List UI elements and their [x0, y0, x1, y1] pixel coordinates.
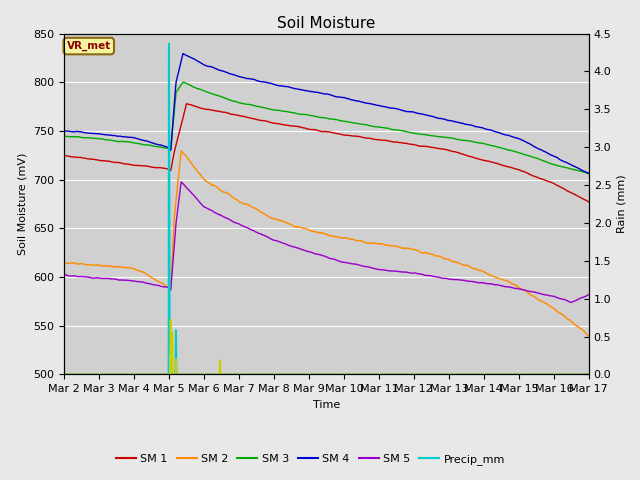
Precip_mm [87, 372, 95, 377]
SM 5 [570, 298, 578, 304]
Line: SM 4: SM 4 [64, 54, 589, 173]
SM 3 [316, 114, 323, 120]
SM 5 [567, 300, 575, 305]
TZ ppt [301, 372, 309, 377]
SM 2 [570, 321, 578, 327]
SM 3 [474, 140, 481, 145]
SM 3 [301, 112, 309, 118]
SM 3 [570, 167, 578, 173]
SM 4 [585, 170, 593, 176]
TZ ppt [474, 372, 481, 377]
SM 1 [570, 191, 578, 197]
SM 2 [570, 321, 577, 326]
SM 3 [585, 171, 593, 177]
TZ ppt [316, 372, 323, 377]
SM 1 [316, 128, 323, 134]
Precip_mm [585, 372, 593, 377]
Precip_mm [570, 372, 577, 377]
SM 3 [179, 79, 187, 85]
SM 1 [301, 125, 309, 131]
SM 2 [177, 148, 185, 154]
SM 1 [87, 156, 95, 162]
SM 2 [87, 262, 95, 268]
TZ ppt [60, 372, 68, 377]
SM 4 [570, 163, 578, 169]
Precip_mm [474, 372, 481, 377]
Line: SM 1: SM 1 [64, 104, 589, 202]
TZ ppt [585, 372, 593, 377]
SM 4 [474, 124, 481, 130]
SM 2 [316, 229, 323, 235]
SM 5 [301, 248, 309, 253]
Y-axis label: Rain (mm): Rain (mm) [617, 175, 627, 233]
SM 5 [177, 179, 185, 185]
X-axis label: Time: Time [313, 400, 340, 409]
Line: SM 5: SM 5 [64, 182, 589, 302]
TZ ppt [570, 372, 578, 377]
TZ ppt [167, 316, 175, 322]
SM 4 [60, 128, 68, 134]
SM 5 [474, 280, 481, 286]
SM 1 [570, 191, 577, 197]
SM 4 [570, 163, 577, 169]
SM 1 [60, 152, 68, 158]
SM 4 [316, 90, 323, 96]
TZ ppt [570, 372, 577, 377]
SM 5 [60, 272, 68, 278]
Line: TZ ppt: TZ ppt [64, 319, 589, 374]
Precip_mm [60, 372, 68, 377]
Line: Precip_mm: Precip_mm [64, 43, 589, 374]
SM 4 [179, 51, 187, 57]
Y-axis label: Soil Moisture (mV): Soil Moisture (mV) [17, 153, 28, 255]
SM 5 [87, 275, 95, 280]
Title: Soil Moisture: Soil Moisture [277, 16, 376, 31]
SM 3 [60, 133, 68, 139]
SM 1 [474, 156, 481, 161]
TZ ppt [87, 372, 95, 377]
SM 5 [585, 292, 593, 298]
Text: VR_met: VR_met [67, 41, 111, 51]
SM 5 [570, 298, 578, 304]
SM 2 [60, 260, 68, 265]
Precip_mm [301, 372, 309, 377]
SM 4 [301, 88, 309, 94]
SM 1 [183, 101, 191, 107]
SM 2 [474, 266, 481, 272]
SM 3 [87, 135, 95, 141]
Precip_mm [316, 372, 323, 377]
Line: SM 2: SM 2 [64, 151, 589, 336]
SM 2 [585, 333, 593, 339]
SM 5 [316, 252, 323, 258]
Line: SM 3: SM 3 [64, 82, 589, 174]
SM 1 [585, 199, 593, 205]
Precip_mm [165, 40, 173, 46]
Precip_mm [570, 372, 578, 377]
SM 3 [570, 167, 577, 172]
SM 2 [301, 226, 309, 231]
SM 4 [87, 131, 95, 136]
